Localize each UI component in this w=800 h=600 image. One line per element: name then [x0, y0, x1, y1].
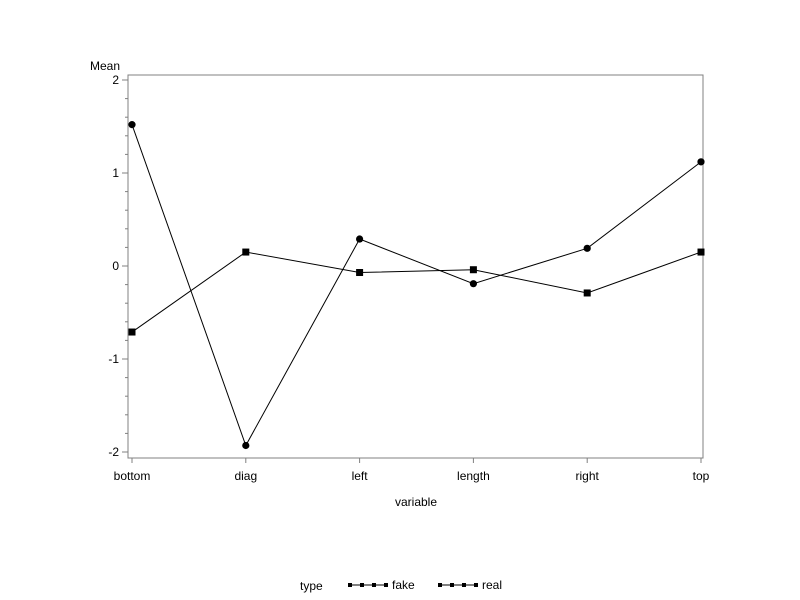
- legend: type fake real: [300, 578, 502, 593]
- legend-item-real: real: [438, 578, 502, 592]
- legend-swatch-marker: [474, 583, 478, 587]
- series-group: [128, 121, 705, 450]
- x-tick-label: bottom: [114, 469, 151, 483]
- x-axis: bottom diag left length right top: [114, 458, 710, 483]
- y-axis: -2 -1 0 1 2: [108, 73, 128, 459]
- y-tick-label: 2: [112, 73, 119, 87]
- legend-swatch-marker: [384, 583, 388, 587]
- data-point-real: [469, 266, 477, 274]
- series-real: [128, 248, 705, 336]
- x-tick-label: length: [457, 469, 490, 483]
- legend-swatch-marker: [360, 583, 364, 587]
- y-tick-label: -1: [108, 352, 119, 366]
- data-point-real: [583, 289, 591, 297]
- x-tick-label: right: [576, 469, 600, 483]
- series-line-real: [131, 251, 702, 333]
- x-tick-label: diag: [234, 469, 257, 483]
- data-point-real: [697, 248, 705, 256]
- legend-swatch-marker: [438, 583, 442, 587]
- legend-title: type: [300, 579, 323, 593]
- series-line-fake: [131, 124, 702, 447]
- y-axis-label: Mean: [90, 59, 120, 73]
- x-tick-label: top: [693, 469, 710, 483]
- plot-frame: [127, 74, 704, 459]
- y-tick-label: -2: [108, 445, 119, 459]
- y-tick-label: 0: [112, 259, 119, 273]
- plot-frame-rect: [127, 74, 704, 459]
- data-point-fake: [583, 244, 591, 252]
- legend-item-fake: fake: [348, 578, 415, 592]
- data-point-fake: [242, 441, 250, 450]
- data-point-fake: [128, 121, 136, 129]
- legend-swatch-marker: [372, 583, 376, 587]
- legend-swatch-marker: [450, 583, 454, 587]
- legend-swatch-marker: [462, 583, 466, 587]
- data-point-fake: [697, 158, 705, 166]
- x-tick-label: left: [352, 469, 369, 483]
- legend-swatch-marker: [348, 583, 352, 587]
- data-point-fake: [469, 280, 477, 288]
- data-point-fake: [356, 235, 364, 243]
- legend-label: fake: [392, 578, 415, 592]
- legend-label: real: [482, 578, 502, 592]
- data-point-real: [242, 248, 250, 256]
- series-fake: [128, 121, 705, 450]
- y-tick-label: 1: [112, 166, 119, 180]
- data-point-real: [356, 269, 364, 277]
- x-axis-label: variable: [395, 495, 437, 509]
- data-point-real: [128, 328, 136, 336]
